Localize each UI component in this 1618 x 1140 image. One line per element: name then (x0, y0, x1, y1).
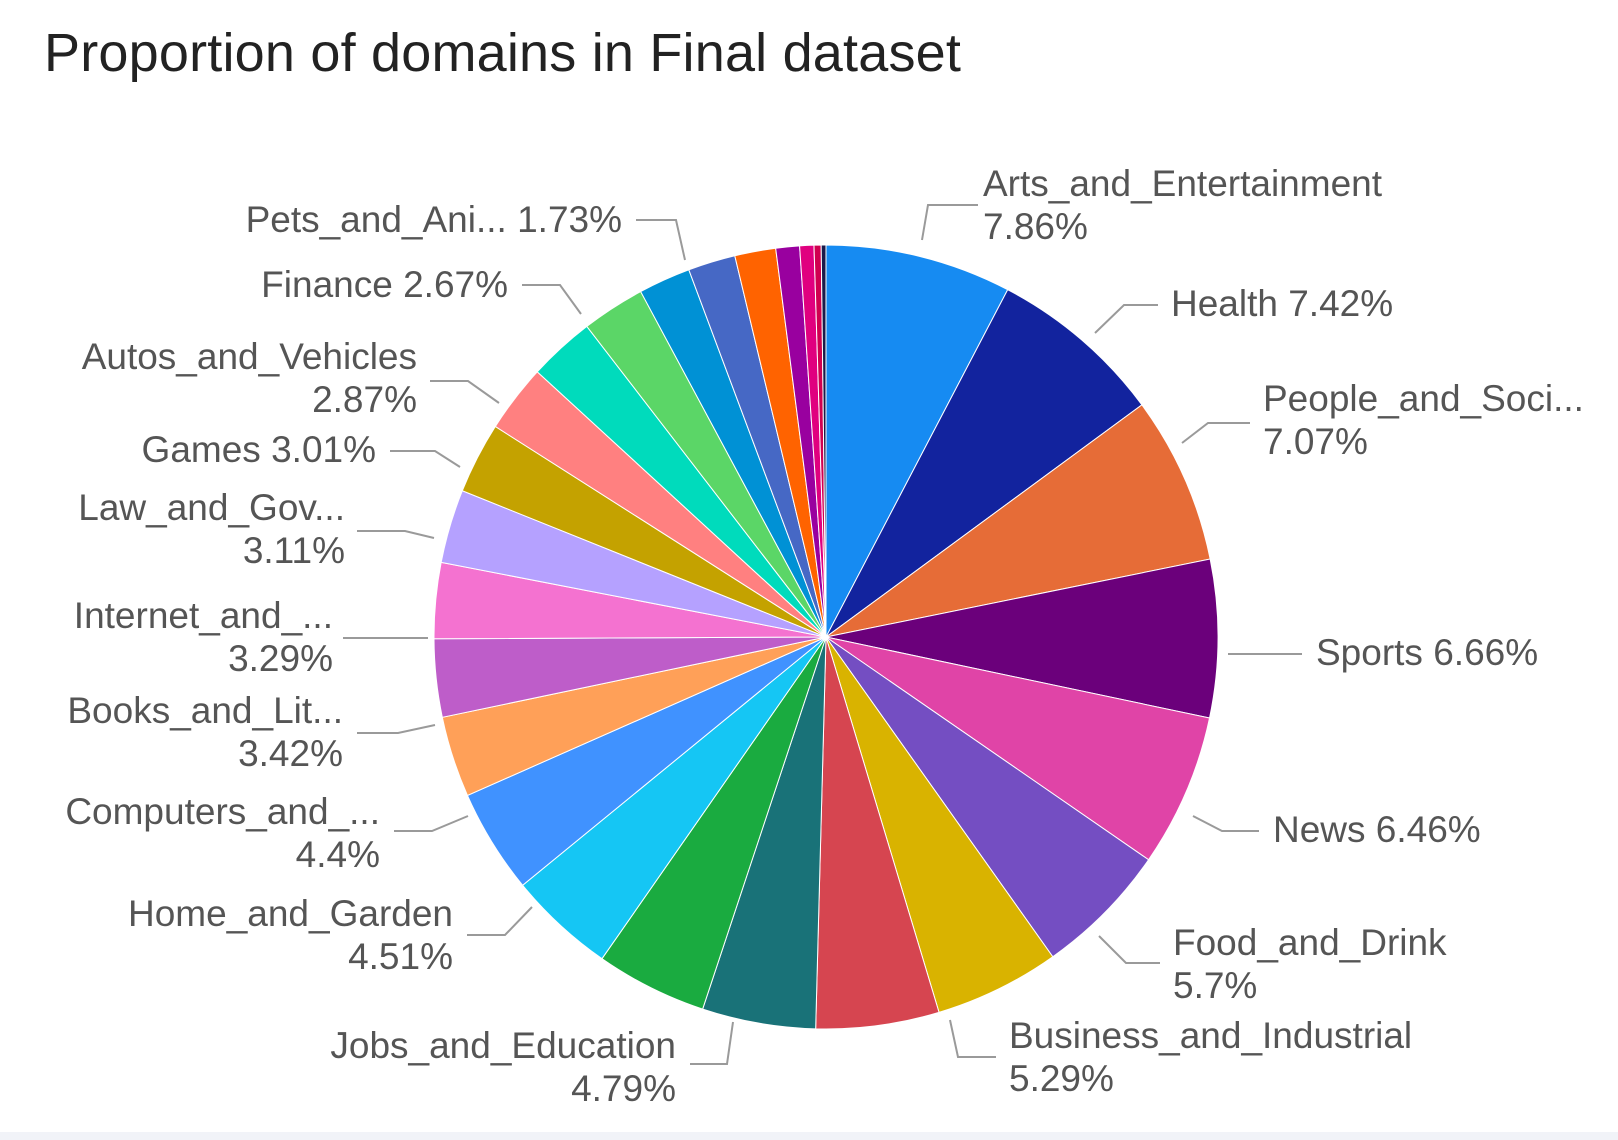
leader-line (921, 204, 978, 241)
slice-percent-label: 3.29% (228, 638, 333, 679)
leader-line (357, 530, 435, 539)
leader-line (390, 450, 461, 468)
slice-percent-label: 3.42% (238, 733, 343, 774)
slice-percent-label: 4.4% (296, 834, 380, 875)
slice-label: News 6.46% (1273, 809, 1481, 850)
pie-slice (820, 244, 827, 638)
leader-lines (343, 204, 1302, 1065)
slice-percent-label: 3.11% (243, 530, 345, 571)
slice-percent-label: 4.79% (571, 1068, 676, 1109)
slice-label: Jobs_and_Education (330, 1025, 676, 1066)
slice-percent-label: 2.87% (312, 379, 417, 420)
leader-line (1192, 815, 1259, 832)
leader-line (1094, 304, 1158, 334)
pie-slices (433, 244, 1219, 1030)
slice-label: Computers_and_... (65, 791, 380, 832)
leader-line (357, 724, 436, 734)
slice-percent-label: 5.7% (1173, 965, 1257, 1006)
slice-label: Pets_and_Ani... 1.73% (246, 199, 622, 240)
slice-label: Finance 2.67% (261, 264, 508, 305)
slice-label: Arts_and_Entertainment (983, 163, 1383, 204)
slice-label: Books_and_Lit... (67, 690, 343, 731)
slice-percent-label: 7.07% (1263, 421, 1368, 462)
leader-line (467, 906, 533, 936)
bottom-divider (0, 1132, 1618, 1140)
leader-line (949, 1019, 996, 1058)
leader-line (1098, 935, 1160, 964)
slice-label: Law_and_Gov... (78, 487, 345, 528)
pie-slice (825, 404, 1211, 638)
slice-percent-label: 5.29% (1009, 1058, 1114, 1099)
slice-label: Health 7.42% (1171, 283, 1393, 324)
leader-line (690, 1021, 734, 1065)
pie-slice (825, 636, 1150, 958)
pie-slice (825, 288, 1143, 638)
slice-label: Business_and_Industrial (1009, 1015, 1412, 1056)
slice-percent-label: 7.86% (983, 206, 1088, 247)
pie-slice (825, 636, 1211, 861)
leader-line (522, 284, 582, 315)
slice-percent-label: 4.51% (348, 936, 453, 977)
slice-label: Games 3.01% (142, 429, 376, 470)
pie-slice (825, 558, 1219, 719)
slice-label: Home_and_Garden (128, 893, 453, 934)
leader-line (430, 380, 500, 404)
slice-label: Autos_and_Vehicles (82, 336, 417, 377)
slice-label: Sports 6.66% (1316, 632, 1538, 673)
slice-label: Food_and_Drink (1173, 922, 1447, 963)
leader-line (1181, 422, 1250, 444)
chart-title: Proportion of domains in Final dataset (44, 23, 962, 83)
slice-label: People_and_Soci... (1263, 378, 1584, 419)
slice-label: Internet_and_... (74, 595, 333, 636)
leader-line (636, 219, 686, 261)
leader-line (394, 815, 469, 832)
pie-slice (825, 244, 1009, 638)
